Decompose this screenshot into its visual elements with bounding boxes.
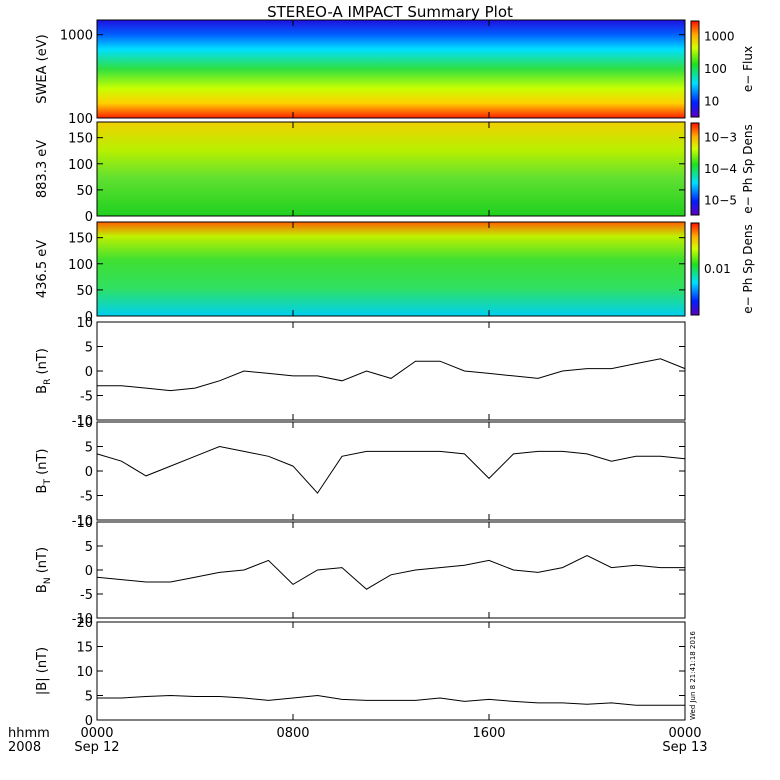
y-tick-label: -5 bbox=[80, 490, 93, 505]
colorbar-label: e− Ph Sp Dens bbox=[741, 224, 755, 313]
heatmap-area bbox=[97, 20, 685, 118]
y-axis-label: 883.3 eV bbox=[35, 140, 50, 198]
time-tick-label: 0000 bbox=[80, 726, 113, 741]
series-line bbox=[97, 358, 686, 392]
y-tick-label: 0 bbox=[85, 310, 93, 325]
colorbar-tick-label: 1000 bbox=[704, 29, 735, 43]
time-tick-label: 1600 bbox=[472, 726, 505, 741]
y-tick-label: 10 bbox=[76, 665, 93, 680]
y-tick-label: -10 bbox=[72, 612, 93, 627]
y-tick-label: 5 bbox=[85, 341, 93, 356]
hhmm-label: hhmm bbox=[8, 726, 50, 741]
date-tick-label: Sep 13 bbox=[662, 740, 707, 755]
panel-1: 10 100 1000 e− Flux 100 1000 SWEA (eV) bbox=[35, 19, 755, 127]
panel-frame bbox=[96, 421, 686, 521]
time-tick-label: 0800 bbox=[276, 726, 309, 741]
colorbar-tick-label: 10−5 bbox=[704, 193, 737, 207]
y-tick-label: 0 bbox=[85, 714, 93, 729]
y-tick-label: 100 bbox=[68, 158, 93, 173]
y-tick-label: 10 bbox=[76, 516, 93, 531]
panel-4: -10 -5 0 5 10 BR (nT) bbox=[35, 316, 686, 429]
panel-frame bbox=[96, 221, 686, 317]
heatmap-area bbox=[97, 222, 685, 316]
colorbar bbox=[690, 20, 700, 118]
colorbar-tick-label: 0.01 bbox=[704, 262, 731, 276]
colorbar bbox=[690, 122, 700, 216]
date-tick-label: Sep 12 bbox=[74, 740, 119, 755]
colorbar-tick-label: 10−4 bbox=[704, 162, 737, 176]
y-axis-label: BN (nT) bbox=[35, 547, 53, 593]
panel-3: 0.01 e− Ph Sp Dens 0 50 100 150 436.5 eV bbox=[35, 221, 755, 325]
series-line bbox=[96, 445, 686, 494]
year-label: 2008 bbox=[8, 740, 41, 755]
y-tick-label: 50 bbox=[76, 284, 93, 299]
series-line bbox=[96, 555, 685, 590]
panel-2: 10−5 10−4 10−3 e− Ph Sp Dens 0 50 100 150 883.3 … bbox=[35, 121, 755, 225]
time-tick-label: 0000 bbox=[668, 726, 701, 741]
y-tick-label: 5 bbox=[85, 441, 93, 456]
colorbar-tick-label: 10−3 bbox=[704, 131, 737, 145]
y-tick-label: 0 bbox=[85, 365, 93, 380]
y-tick-label: 150 bbox=[68, 232, 93, 247]
y-tick-label: 5 bbox=[85, 540, 93, 555]
series-line bbox=[97, 694, 685, 706]
y-axis-label: |B| (nT) bbox=[35, 647, 50, 695]
colorbar-label: e− Ph Sp Dens bbox=[741, 124, 755, 213]
y-tick-label: -5 bbox=[80, 588, 93, 603]
y-tick-label: 15 bbox=[76, 641, 93, 656]
y-tick-label: 100 bbox=[68, 112, 93, 127]
y-axis-label: BT (nT) bbox=[35, 449, 53, 494]
y-axis-label: 436.5 eV bbox=[35, 240, 50, 298]
colorbar-label: e− Flux bbox=[741, 46, 755, 92]
y-axis-label: BR (nT) bbox=[35, 348, 53, 394]
colorbar-tick-label: 100 bbox=[704, 62, 727, 76]
y-tick-label: 0 bbox=[85, 210, 93, 225]
y-tick-label: 10 bbox=[76, 316, 93, 331]
y-tick-label: -10 bbox=[72, 514, 93, 529]
panel-6: -10 -5 0 5 10 BN (nT) bbox=[35, 516, 686, 627]
y-axis-label: SWEA (eV) bbox=[35, 34, 50, 103]
y-tick-label: 100 bbox=[68, 258, 93, 273]
y-tick-label: -5 bbox=[80, 390, 93, 405]
panel-frame bbox=[96, 321, 686, 421]
y-tick-label: 150 bbox=[68, 132, 93, 147]
y-tick-label: 0 bbox=[85, 564, 93, 579]
figure-title: STEREO-A IMPACT Summary Plot bbox=[267, 3, 513, 21]
panel-frame bbox=[96, 621, 686, 721]
y-tick-label: -10 bbox=[72, 414, 93, 429]
y-tick-label: 20 bbox=[76, 616, 93, 631]
y-tick-label: 5 bbox=[85, 690, 93, 705]
panel-5: -10 -5 0 5 10 BT (nT) bbox=[35, 416, 686, 529]
panel-frame bbox=[96, 121, 686, 217]
y-tick-label: 1000 bbox=[60, 29, 93, 44]
panel-frame bbox=[96, 521, 686, 619]
colorbar bbox=[690, 222, 700, 316]
heatmap-area bbox=[97, 122, 685, 216]
timestamp-label: Wed Jun 8 21:41:18 2016 bbox=[689, 631, 697, 720]
panel-7: 0 5 10 15 20 |B| (nT) bbox=[35, 616, 686, 729]
y-tick-label: 50 bbox=[76, 184, 93, 199]
y-tick-label: 0 bbox=[85, 465, 93, 480]
y-tick-label: 10 bbox=[76, 416, 93, 431]
colorbar-tick-label: 10 bbox=[704, 95, 719, 109]
panel-frame bbox=[96, 19, 686, 119]
